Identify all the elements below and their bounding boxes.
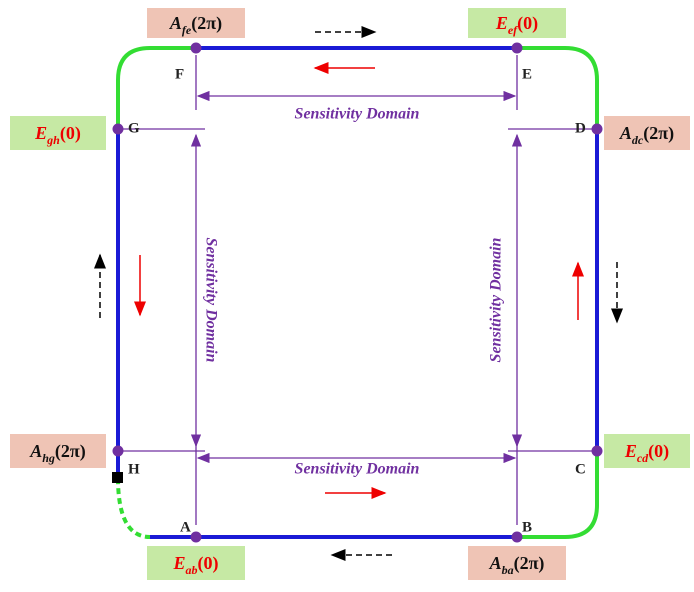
corner-point — [190, 42, 202, 54]
value-box — [468, 8, 566, 38]
value-box — [147, 8, 245, 38]
corner-label: F — [175, 66, 184, 82]
domain-label: Sensitivity Domain — [202, 238, 219, 363]
box-main: E — [495, 13, 508, 33]
domain-lines — [118, 55, 597, 525]
value-box — [10, 434, 106, 468]
box-arg: (0) — [60, 123, 81, 144]
domain-label: Sensitivity Domain — [295, 106, 420, 123]
corner-point — [591, 445, 603, 457]
value-box — [604, 434, 690, 468]
box-arg: (2π) — [191, 13, 222, 34]
direction-arrows — [94, 26, 623, 561]
box-sub: cd — [637, 451, 649, 465]
corner-label: D — [575, 120, 586, 136]
box-label: Egh(0) — [34, 123, 81, 147]
box-arg: (0) — [517, 13, 538, 34]
corner-label: G — [128, 120, 140, 136]
box-main: E — [34, 123, 47, 143]
corner-label: A — [180, 519, 191, 535]
box-sub: hg — [42, 451, 55, 465]
box-arg: (0) — [198, 553, 219, 574]
corner-point — [511, 531, 523, 543]
box-sub: ef — [508, 23, 518, 37]
corner-point — [511, 42, 523, 54]
corner-point — [112, 123, 124, 135]
box-main: A — [29, 441, 42, 461]
corner-point — [112, 445, 124, 457]
box-label: Ecd(0) — [624, 441, 669, 465]
corner-point — [591, 123, 603, 135]
box-main: A — [489, 553, 502, 573]
box-sub: fe — [182, 23, 192, 37]
corner-label: B — [522, 519, 532, 535]
box-main: E — [624, 441, 637, 461]
domain-label: Sensitivity Domain — [488, 237, 505, 362]
box-label: Aba(2π) — [489, 553, 545, 577]
box-sub: gh — [46, 133, 60, 147]
box-label: Ahg(2π) — [29, 441, 86, 465]
corner-label: C — [575, 461, 586, 477]
value-box — [10, 116, 106, 150]
box-arg: (2π) — [55, 441, 86, 462]
corner-point — [190, 531, 202, 543]
value-box — [604, 116, 690, 150]
box-main: E — [172, 553, 185, 573]
box-main: A — [169, 13, 182, 33]
domain-label: Sensitivity Domain — [295, 461, 420, 478]
box-label: Eef(0) — [495, 13, 538, 37]
box-main: A — [619, 123, 632, 143]
value-box — [147, 546, 245, 580]
box-label: Afe(2π) — [169, 13, 222, 37]
box-label: Eab(0) — [172, 553, 218, 577]
corner-label: E — [522, 66, 532, 82]
corner-label: H — [128, 461, 140, 477]
box-sub: ab — [186, 563, 198, 577]
value-box — [468, 546, 566, 580]
track — [112, 46, 599, 539]
box-arg: (0) — [648, 441, 669, 462]
box-sub: dc — [632, 133, 644, 147]
box-sub: ba — [502, 563, 514, 577]
box-arg: (2π) — [643, 123, 674, 144]
box-label: Adc(2π) — [619, 123, 674, 147]
box-arg: (2π) — [514, 553, 545, 574]
